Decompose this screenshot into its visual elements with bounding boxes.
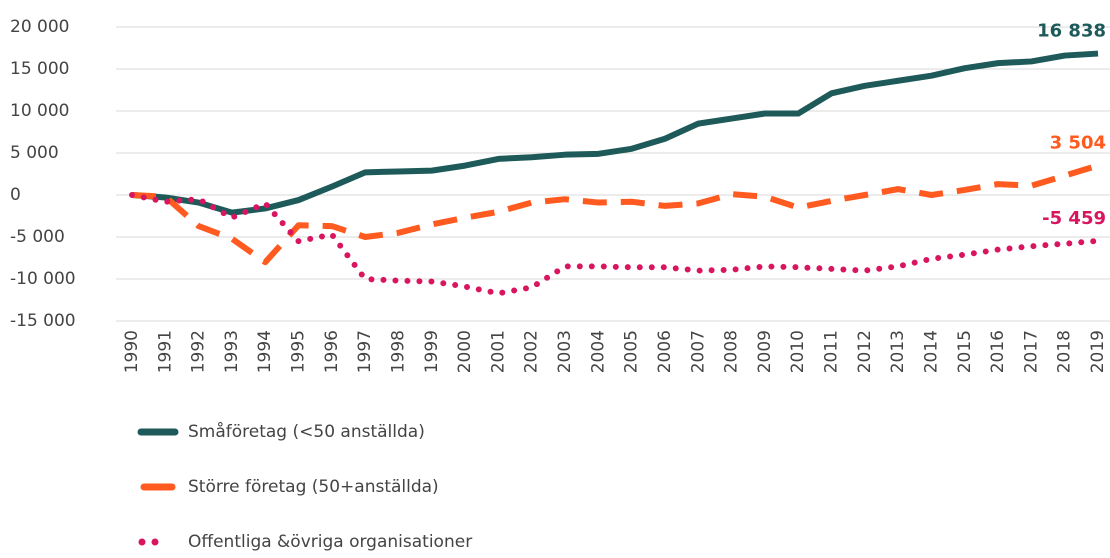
x-tick-label: 1991 [155, 330, 175, 373]
x-tick-label: 1994 [255, 330, 275, 373]
x-tick-label: 2019 [1088, 330, 1108, 373]
y-tick-label: 15 000 [10, 59, 69, 79]
x-tick-label: 1990 [122, 330, 142, 373]
x-tick-label: 2004 [588, 330, 608, 373]
x-tick-label: 2018 [1055, 330, 1075, 373]
data-label: 16 838 [1037, 21, 1106, 42]
x-tick-label: 1998 [388, 330, 408, 373]
x-tick-label: 2005 [622, 330, 642, 373]
y-tick-label: 5 000 [10, 143, 59, 163]
y-tick-label: -15 000 [10, 311, 76, 331]
x-tick-label: 1992 [189, 330, 209, 373]
x-tick-label: 2001 [488, 330, 508, 373]
x-tick-label: 2007 [688, 330, 708, 373]
y-tick-label: -5 000 [10, 227, 65, 247]
x-tick-label: 2006 [655, 330, 675, 373]
x-tick-label: 2002 [522, 330, 542, 373]
legend-label: Offentliga &övriga organisationer [188, 532, 472, 552]
x-tick-label: 2009 [755, 330, 775, 373]
x-tick-label: 1997 [355, 330, 375, 373]
y-tick-label: 10 000 [10, 101, 69, 121]
series-line [129, 192, 1101, 297]
legend-label: Större företag (50+anställda) [188, 477, 439, 497]
x-tick-label: 1996 [322, 330, 342, 373]
x-tick-label: 2014 [921, 330, 941, 373]
x-tick-label: 2016 [988, 330, 1008, 373]
x-tick-label: 2012 [855, 330, 875, 373]
x-tick-label: 2017 [1021, 330, 1041, 373]
x-tick-label: 2008 [722, 330, 742, 373]
x-tick-label: 1993 [222, 330, 242, 373]
legend-label: Småföretag (<50 anställda) [188, 421, 425, 442]
y-tick-label: 20 000 [10, 17, 69, 37]
x-tick-label: 2013 [888, 330, 908, 373]
x-tick-label: 1999 [422, 330, 442, 373]
y-tick-label: 0 [10, 185, 21, 205]
y-tick-label: -10 000 [10, 269, 76, 289]
data-label: -5 459 [1042, 208, 1106, 229]
x-tick-label: 2003 [555, 330, 575, 373]
x-tick-label: 1995 [289, 330, 309, 373]
data-label: 3 504 [1050, 133, 1106, 154]
x-tick-label: 2015 [955, 330, 975, 373]
x-tick-label: 2010 [788, 330, 808, 373]
series-line [131, 50, 1099, 216]
x-tick-label: 2000 [455, 330, 475, 373]
x-tick-label: 2011 [822, 330, 842, 373]
